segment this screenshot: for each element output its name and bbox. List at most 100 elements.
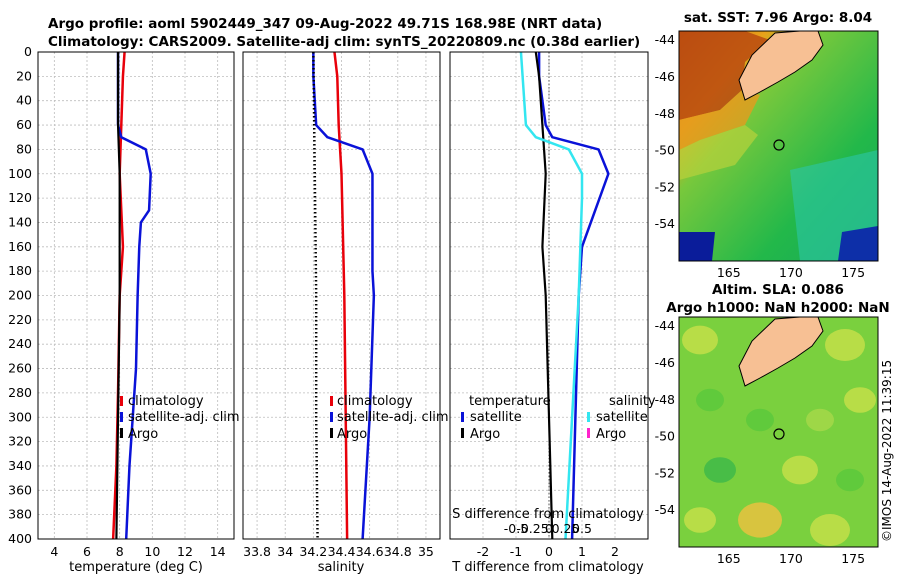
x-tick-label: 34.6	[356, 544, 384, 559]
x-tick-label: -1	[510, 544, 522, 559]
legend-swatch-s-satellite	[587, 412, 590, 422]
sst-map-panel: sat. SST: 7.96 Argo: 8.04 165 170 175 -44 -4…	[655, 10, 879, 280]
legend-climatology: climatology	[128, 394, 204, 409]
sla-anomaly-blob	[810, 514, 850, 546]
y-tick-label: 320	[8, 434, 32, 449]
s-difference-label: S difference from climatology	[452, 507, 644, 522]
difference-legend: temperature satellite Argo salinity sate…	[461, 394, 656, 442]
sst-map-title: sat. SST: 7.96 Argo: 8.04	[684, 10, 872, 26]
y-tick-label: 260	[8, 361, 32, 376]
sla-anomaly-blob	[682, 325, 718, 355]
sla-anomaly-blobs	[682, 325, 876, 546]
legend-satellite: satellite-adj. clim	[128, 410, 240, 425]
temperature-axes-frame	[37, 51, 235, 540]
legend-swatch-climatology	[330, 396, 333, 406]
x-tick-label: 34.2	[299, 544, 327, 559]
legend-swatch-argo	[330, 428, 333, 438]
map-y-tick-label: -50	[655, 429, 675, 444]
sla-anomaly-blob	[704, 457, 736, 483]
legend-title-temperature: temperature	[469, 394, 551, 409]
y-tick-label: 200	[8, 288, 32, 303]
difference-series	[519, 51, 610, 540]
t-difference-tick-labels: -2 -1 0 1 2	[477, 544, 619, 559]
y-tick-label: 300	[8, 409, 32, 424]
sst-cold-sw	[679, 232, 715, 261]
x-tick-label: 1	[578, 544, 586, 559]
y-tick-label: 280	[8, 385, 32, 400]
title-line-1: Argo profile: aoml 5902449_347 09-Aug-20…	[48, 16, 602, 32]
map-x-tick-label: 170	[779, 265, 803, 280]
temperature-xlabel: temperature (deg C)	[69, 560, 203, 575]
sla-anomaly-blob	[806, 408, 834, 432]
sla-anomaly-blob	[746, 408, 774, 432]
s-tick-label: 0	[545, 521, 553, 536]
y-tick-label: 160	[8, 239, 32, 254]
map-x-tick-label: 175	[841, 265, 865, 280]
legend-swatch-satellite	[120, 412, 123, 422]
temperature-panel: 0 20 40 60 80 100 120 140 160 180 200 220 240 260 280 3…	[8, 44, 239, 575]
x-tick-label: 33.8	[243, 544, 271, 559]
legend-swatch-argo	[120, 428, 123, 438]
x-tick-label: 35	[418, 544, 434, 559]
sla-tick-labels: 165 170 175 -44 -46 -48 -50 -52 -54	[655, 318, 865, 566]
x-tick-label: 12	[177, 544, 193, 559]
y-tick-label: 140	[8, 214, 32, 229]
y-tick-label: 180	[8, 263, 32, 278]
sst-heatmap	[679, 31, 878, 261]
legend-argo: Argo	[337, 427, 367, 442]
series-line-temperature-argo	[534, 51, 554, 540]
sla-map-title-1: Altim. SLA: 0.086	[712, 282, 844, 298]
map-y-tick-label: -44	[655, 318, 675, 333]
sla-map-panel: Altim. SLA: 0.086 Argo h1000: NaN h2000:…	[655, 282, 890, 566]
sla-anomaly-blob	[782, 455, 818, 485]
sla-anomaly-blob	[825, 329, 865, 361]
map-y-tick-label: -44	[655, 32, 675, 47]
y-tick-label: 100	[8, 166, 32, 181]
y-tick-label: 360	[8, 482, 32, 497]
salinity-axes-frame	[242, 51, 441, 540]
t-difference-xlabel: T difference from climatology	[451, 560, 644, 575]
y-tick-label: 240	[8, 336, 32, 351]
map-y-tick-label: -46	[655, 355, 675, 370]
legend-s-argo: Argo	[596, 427, 626, 442]
copyright-stamp: ©IMOS 14-Aug-2022 11:39:15	[880, 360, 894, 542]
x-tick-label: 34	[277, 544, 293, 559]
legend-swatch-s-argo	[587, 428, 590, 438]
sst-cold-se	[838, 226, 878, 261]
map-y-tick-label: -54	[655, 216, 675, 231]
x-tick-label: 0	[545, 544, 553, 559]
legend-climatology: climatology	[337, 394, 413, 409]
x-tick-label: 34.8	[384, 544, 412, 559]
x-tick-label: 8	[116, 544, 124, 559]
legend-t-argo: Argo	[470, 427, 500, 442]
temperature-legend: climatology satellite-adj. clim Argo	[120, 394, 240, 442]
map-x-tick-label: 170	[779, 551, 803, 566]
map-y-tick-label: -50	[655, 143, 675, 158]
y-tick-label: 220	[8, 312, 32, 327]
series-line-climatology	[333, 51, 349, 540]
map-y-tick-label: -54	[655, 502, 675, 517]
legend-title-salinity: salinity	[609, 394, 656, 409]
sla-anomaly-blob	[844, 387, 876, 413]
legend-s-satellite: satellite	[596, 410, 648, 425]
map-y-tick-label: -48	[655, 106, 675, 121]
x-tick-label: 10	[144, 544, 160, 559]
temperature-gridlines	[38, 51, 234, 540]
x-tick-label: 34.4	[328, 544, 356, 559]
temperature-series	[111, 51, 152, 540]
temperature-tick-labels: 4 6 8 10 12 14	[50, 544, 225, 559]
x-tick-label: 6	[83, 544, 91, 559]
s-tick-label: 0.5	[572, 521, 592, 536]
map-y-tick-label: -52	[655, 465, 675, 480]
sst-land	[738, 31, 824, 101]
title-line-2: Climatology: CARS2009. Satellite-adj cli…	[48, 34, 640, 50]
series-line-argo	[312, 51, 319, 540]
salinity-gridlines	[243, 51, 440, 540]
legend-swatch-t-argo	[461, 428, 464, 438]
y-tick-label: 20	[16, 68, 32, 83]
sst-tick-labels: 165 170 175 -44 -46 -48 -50 -52 -54	[655, 32, 865, 280]
s-tick-label: -0.25	[516, 521, 548, 536]
map-x-tick-label: 165	[717, 265, 741, 280]
